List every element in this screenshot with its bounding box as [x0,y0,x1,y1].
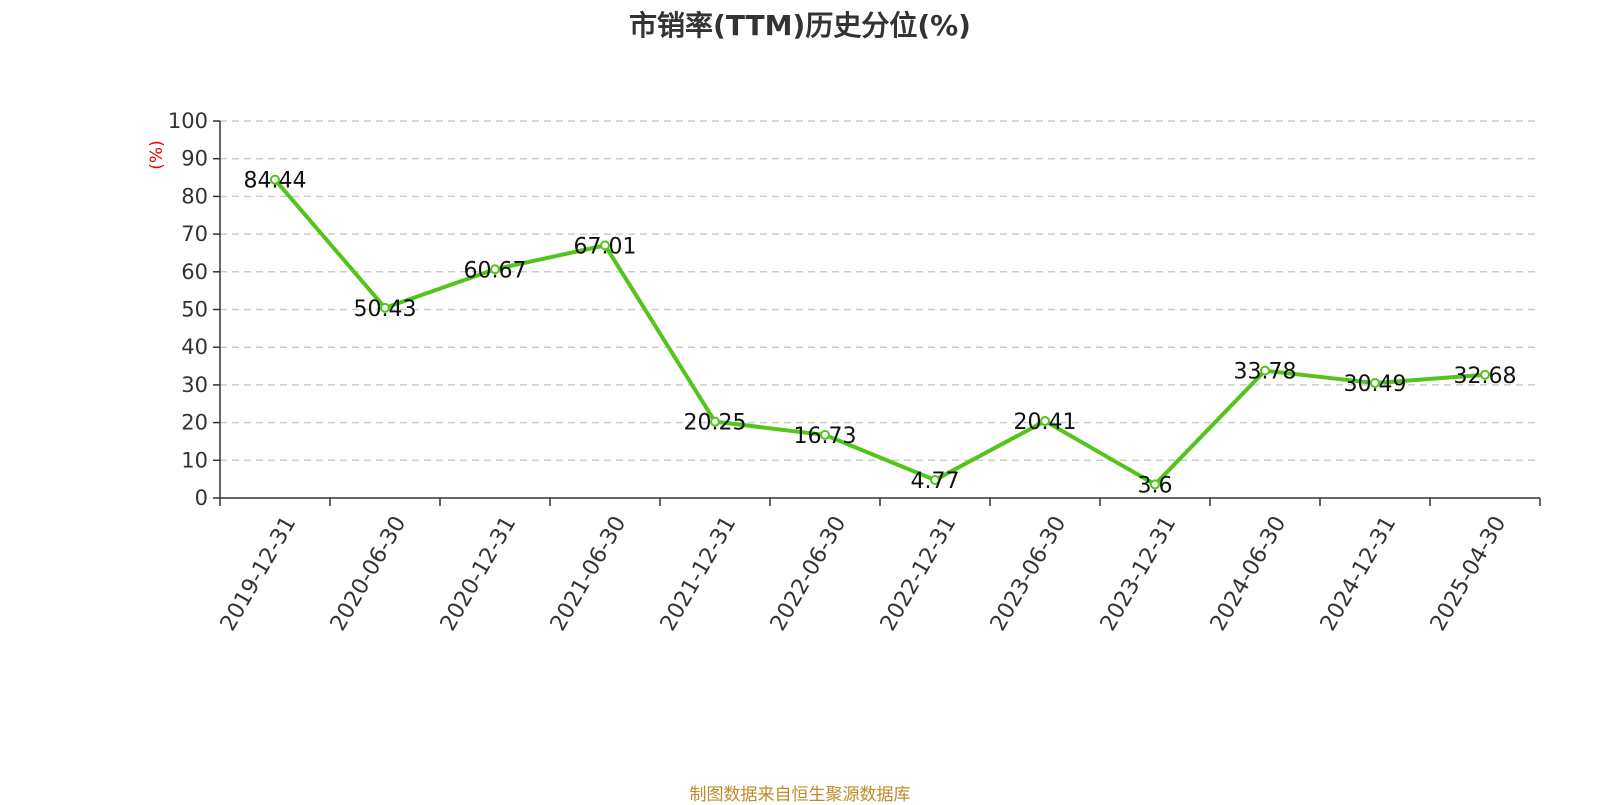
data-point [270,174,280,185]
data-point [1480,369,1490,380]
x-tick-label: 2020-06-30 [326,512,412,635]
y-tick-labels: 0 10 20 30 40 50 60 70 80 90 100 [168,109,208,510]
data-point [1370,378,1380,389]
series-line [273,178,1486,487]
data-point [1260,365,1270,376]
y-tick-label: 70 [181,222,208,246]
y-tick-label: 90 [181,147,208,171]
x-tick-label: 2022-12-31 [876,512,962,635]
y-tick-label: 40 [181,335,208,359]
y-tick-label: 0 [195,486,208,510]
data-label: 32.68 [1454,364,1517,389]
data-label: 84.44 [244,169,307,194]
data-point [1150,479,1160,490]
y-tick-label: 100 [168,109,208,133]
x-tick-label: 2021-06-30 [546,512,632,635]
x-tick-label: 2023-12-31 [1096,512,1182,635]
x-tick-label: 2020-12-31 [436,512,522,635]
x-tick-label: 2021-12-31 [656,512,742,635]
data-point [820,429,830,440]
data-label: 50.43 [354,297,417,322]
y-axis-label: (%) [147,140,167,169]
data-label: 33.78 [1234,360,1297,385]
x-tick-label: 2022-06-30 [766,512,852,635]
data-point [710,416,720,427]
axes [213,120,1541,506]
x-tick-labels: 2019-12-31 2020-06-30 2020-12-31 2021-06-30… [216,512,1512,635]
y-tick-label: 80 [181,184,208,208]
data-label: 20.41 [1014,410,1077,435]
series-layer [270,174,1490,490]
grid-lines [220,120,1540,462]
x-tick-label: 2019-12-31 [216,512,302,635]
data-label: 3.6 [1138,473,1173,498]
chart-title: 市销率(TTM)历史分位(%) [629,9,971,42]
data-point [380,302,390,313]
y-tick-label: 30 [181,373,208,397]
data-labels: 84.44 50.43 60.67 67.01 20.25 16.73 4.77 20.41 3… [244,169,1517,499]
data-point [490,264,500,275]
x-tick-label: 2024-12-31 [1316,512,1402,635]
source-note: 制图数据来自恒生聚源数据库 [689,785,911,805]
x-tick-label: 2023-06-30 [986,512,1072,635]
data-label: 4.77 [911,469,960,494]
y-tick-label: 10 [181,448,208,472]
y-tick-label: 60 [181,260,208,284]
data-label: 67.01 [574,234,637,259]
x-tick-label: 2024-06-30 [1206,512,1292,635]
data-label: 16.73 [794,424,857,449]
data-point [930,475,940,486]
data-label: 30.49 [1344,372,1407,397]
data-point [600,240,610,251]
data-point [1040,416,1050,427]
data-label: 20.25 [684,411,747,436]
y-tick-label: 20 [181,411,208,435]
data-label: 60.67 [464,258,527,283]
x-tick-label: 2025-04-30 [1426,512,1512,635]
y-tick-label: 50 [181,298,208,322]
